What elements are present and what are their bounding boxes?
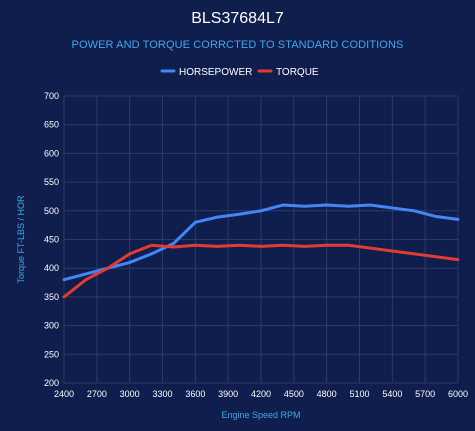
y-tick-label: 650 — [44, 120, 59, 130]
y-tick-label: 450 — [44, 235, 59, 245]
x-tick-label: 4800 — [317, 389, 337, 399]
series-line-torque — [62, 243, 460, 299]
chart-subtitle: POWER AND TORQUE CORRCTED TO STANDARD CO… — [71, 39, 404, 51]
y-tick-label: 600 — [44, 148, 59, 158]
x-tick-label: 2700 — [87, 389, 107, 399]
x-tick-label: 3300 — [152, 389, 172, 399]
y-tick-label: 550 — [44, 177, 59, 187]
y-tick-label: 250 — [44, 349, 59, 359]
x-tick-label: 3900 — [218, 389, 238, 399]
y-tick-label: 350 — [44, 292, 59, 302]
x-tick-label: 5400 — [382, 389, 402, 399]
legend-label: TORQUE — [276, 67, 319, 78]
y-tick-label: 200 — [44, 378, 59, 388]
x-tick-label: 6000 — [448, 389, 468, 399]
x-tick-label: 3600 — [185, 389, 205, 399]
y-axis-title: Torque FT-LBS / HOR — [16, 195, 26, 284]
series-line-horsepower — [62, 203, 460, 282]
x-tick-label: 2400 — [54, 389, 74, 399]
y-tick-label: 400 — [44, 263, 59, 273]
x-tick-label: 4200 — [251, 389, 271, 399]
x-axis-title: Engine Speed RPM — [221, 410, 300, 420]
x-tick-label: 4500 — [284, 389, 304, 399]
y-tick-label: 700 — [44, 91, 59, 101]
x-tick-label: 5700 — [415, 389, 435, 399]
y-tick-label: 500 — [44, 206, 59, 216]
x-tick-label: 3000 — [120, 389, 140, 399]
chart-title: BLS37684L7 — [191, 10, 284, 27]
legend-label: HORSEPOWER — [179, 67, 252, 78]
x-tick-label: 5100 — [349, 389, 369, 399]
y-tick-label: 300 — [44, 321, 59, 331]
